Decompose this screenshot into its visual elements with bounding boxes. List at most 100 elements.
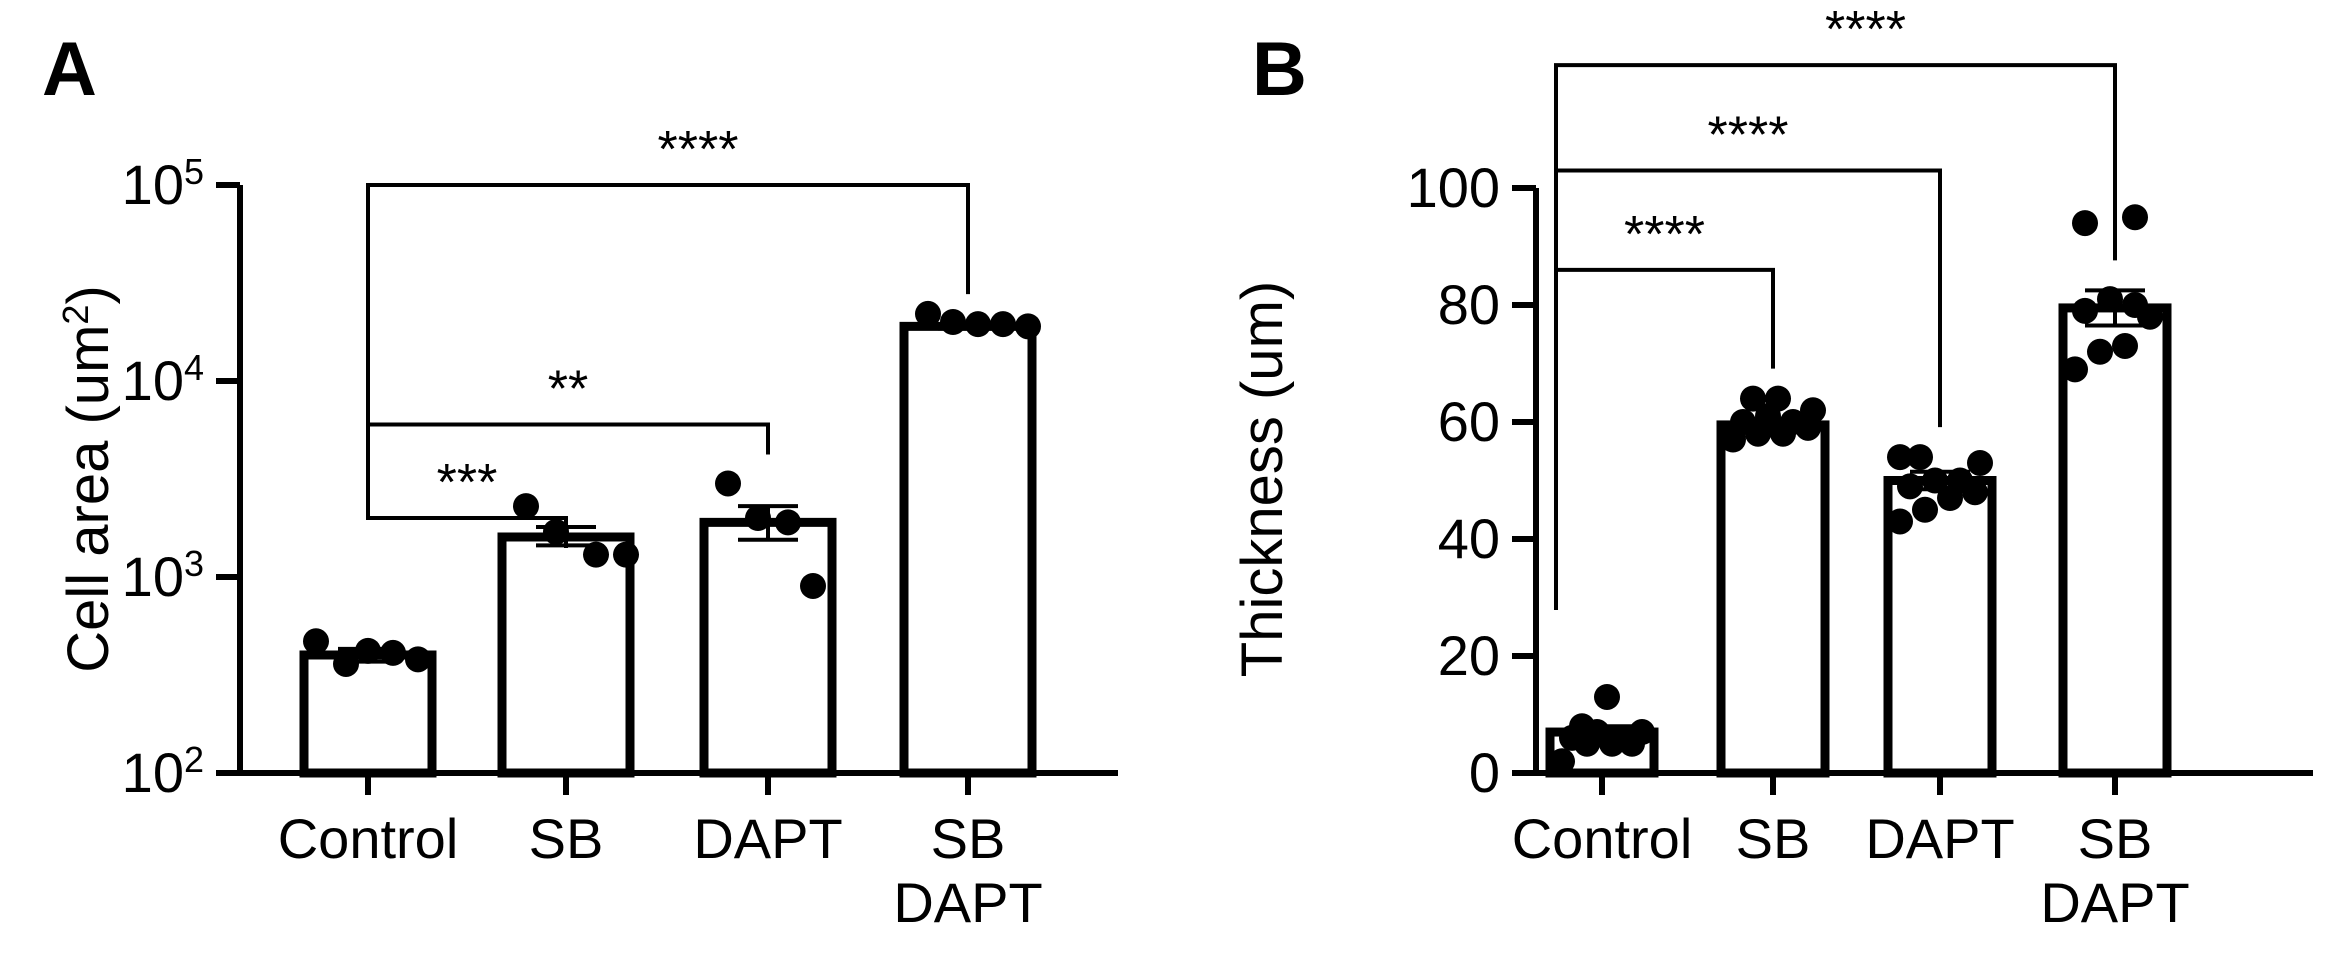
data-point-3-3 (990, 311, 1016, 338)
category-label-line: SB (2078, 807, 2153, 870)
data-point-0-9 (1594, 683, 1620, 710)
data-point-2-1 (1912, 496, 1938, 523)
y-tick-label-exponent: 3 (184, 543, 204, 584)
panel-label: B (1252, 27, 1307, 112)
bar-1 (1716, 420, 1830, 778)
category-label-line: DAPT (1865, 807, 2014, 870)
y-tick-label-base: 80 (1438, 273, 1500, 336)
category-label-2: DAPT (693, 807, 842, 870)
category-label-line: DAPT (893, 871, 1042, 934)
y-axis-title-superscript: 2 (55, 305, 96, 325)
category-label-3: SB DAPT (893, 807, 1042, 934)
y-axis-title-main: Thickness (um) (1230, 281, 1295, 677)
category-label-1: SB (529, 807, 604, 870)
bar-0 (299, 650, 437, 778)
bar-3 (899, 321, 1037, 778)
data-point-1-0 (513, 493, 539, 520)
data-point-0-7 (1629, 719, 1655, 746)
y-tick-label-base: 40 (1438, 507, 1500, 570)
data-point-3-4 (2072, 297, 2098, 324)
y-tick-label-1: 103 (122, 543, 204, 609)
significance-label-2: **** (1825, 1, 1906, 59)
y-tick-label-exponent: 5 (184, 151, 204, 192)
data-point-3-1 (940, 308, 966, 335)
y-tick-label-1: 20 (1438, 624, 1500, 687)
data-point-2-1 (745, 504, 771, 531)
data-point-1-2 (583, 541, 609, 568)
y-axis-title-main: Cell area (um (56, 325, 121, 673)
data-point-3-2 (965, 311, 991, 338)
y-tick-label-3: 105 (122, 151, 204, 217)
data-point-1-9 (1765, 385, 1791, 412)
category-label-1: SB (1736, 807, 1811, 870)
y-tick-label-4: 80 (1438, 273, 1500, 336)
y-tick-label-2: 40 (1438, 507, 1500, 570)
significance-bracket-2 (366, 183, 970, 500)
y-tick-label-base: 0 (1469, 741, 1500, 804)
significance-label-0: **** (1624, 206, 1705, 264)
category-label-0: Control (278, 807, 459, 870)
data-point-0-3 (380, 639, 406, 666)
category-label-0: Control (1512, 807, 1693, 870)
significance-bracket-1 (366, 422, 770, 500)
data-point-2-5 (1947, 467, 1973, 494)
data-point-3-7 (2072, 210, 2098, 237)
bar-1 (497, 532, 635, 778)
category-label-2: DAPT (1865, 807, 2014, 870)
category-label-line: SB (529, 807, 604, 870)
y-tick-label-base: 10 (122, 545, 184, 608)
bar-2 (699, 517, 837, 778)
data-point-3-6 (2097, 286, 2123, 313)
significance-bracket-2 (1554, 63, 2117, 610)
data-point-2-6 (1922, 467, 1948, 494)
y-tick-label-base: 10 (122, 741, 184, 804)
data-point-0-0 (1549, 748, 1575, 775)
y-tick-label-base: 60 (1438, 390, 1500, 453)
y-tick-label-exponent: 2 (184, 739, 204, 780)
panel-label: A (42, 27, 97, 112)
significance-bracket-0 (366, 500, 568, 548)
data-point-0-1 (333, 650, 359, 677)
category-label-line: Control (1512, 807, 1693, 870)
data-point-3-2 (2112, 332, 2138, 359)
y-tick-label-2: 104 (122, 347, 204, 413)
data-point-1-8 (1740, 385, 1766, 412)
significance-label-1: **** (1708, 106, 1789, 164)
y-tick-label-3: 60 (1438, 390, 1500, 453)
data-point-2-8 (1907, 444, 1933, 471)
y-axis-title-close: ) (56, 285, 121, 304)
y-tick-label-exponent: 4 (184, 347, 204, 388)
significance-label-1: ** (548, 360, 588, 418)
data-point-2-9 (1887, 444, 1913, 471)
significance-label-2: **** (658, 121, 739, 179)
data-point-2-7 (1967, 449, 1993, 476)
significance-label-0: *** (437, 454, 498, 512)
data-point-2-3 (800, 572, 826, 599)
category-label-line: SB (1736, 807, 1811, 870)
data-point-3-4 (1015, 313, 1041, 340)
data-point-3-5 (2122, 292, 2148, 318)
data-point-1-3 (613, 541, 639, 568)
data-point-0-8 (1569, 713, 1595, 740)
data-point-3-8 (2122, 204, 2148, 231)
data-point-0-5 (1609, 724, 1635, 751)
y-tick-label-base: 100 (1407, 156, 1500, 219)
y-tick-label-0: 0 (1469, 741, 1500, 804)
y-tick-label-5: 100 (1407, 156, 1500, 219)
data-point-1-4 (1730, 409, 1756, 435)
data-point-1-5 (1780, 409, 1806, 435)
category-label-line: DAPT (2040, 871, 2189, 934)
data-point-3-0 (915, 300, 941, 327)
data-point-1-7 (1800, 397, 1826, 424)
data-point-3-0 (2062, 356, 2088, 383)
data-point-2-4 (1897, 473, 1923, 500)
data-point-0-4 (405, 646, 431, 673)
data-point-2-0 (1887, 508, 1913, 535)
data-point-2-0 (715, 470, 741, 497)
y-tick-label-base: 10 (122, 349, 184, 412)
category-label-3: SB DAPT (2040, 807, 2189, 934)
category-label-line: Control (278, 807, 459, 870)
